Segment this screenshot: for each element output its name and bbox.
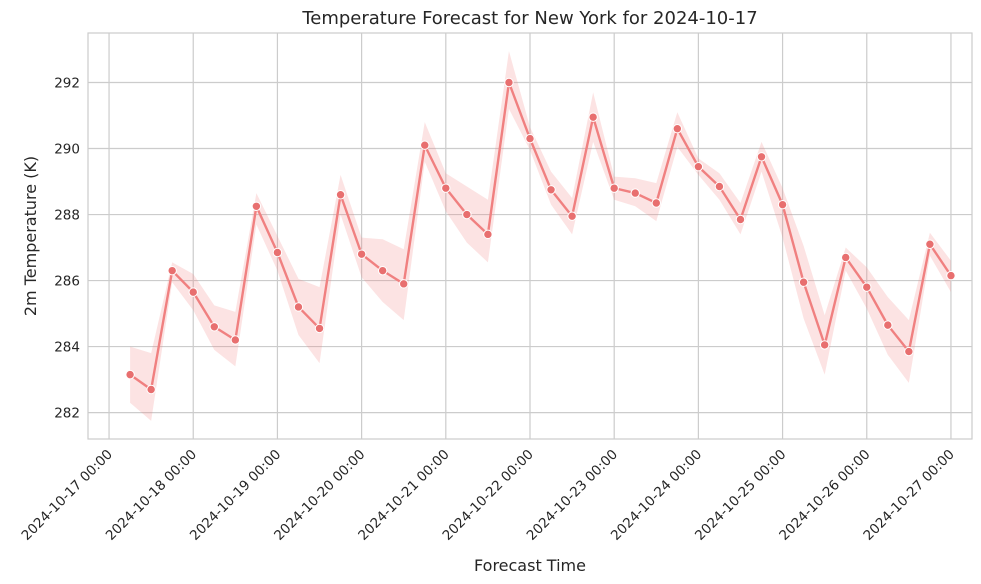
data-point xyxy=(314,323,325,334)
data-point xyxy=(672,124,683,134)
data-point xyxy=(609,183,619,193)
data-point xyxy=(504,77,514,88)
plot-frame xyxy=(87,32,973,440)
data-point xyxy=(230,335,241,345)
data-point xyxy=(335,190,346,200)
data-point xyxy=(841,252,851,263)
data-point xyxy=(420,140,430,150)
grid-lines xyxy=(88,33,972,439)
data-point xyxy=(251,201,262,211)
x-tick-label: 2024-10-25 00:00 xyxy=(692,447,789,544)
data-point xyxy=(146,384,156,395)
data-point xyxy=(377,265,388,276)
data-point xyxy=(209,322,219,332)
data-point xyxy=(167,265,177,276)
x-tick-label: 2024-10-24 00:00 xyxy=(608,447,705,544)
y-tick-label: 282 xyxy=(54,406,80,422)
series-line-layer xyxy=(129,81,952,391)
x-tick-label: 2024-10-23 00:00 xyxy=(524,447,621,544)
data-point xyxy=(693,161,704,172)
x-axis-label: Forecast Time xyxy=(474,556,586,575)
data-point xyxy=(441,183,451,193)
x-tick-label: 2024-10-20 00:00 xyxy=(271,447,368,544)
data-point xyxy=(925,239,935,249)
chart-title: Temperature Forecast for New York for 20… xyxy=(301,8,757,29)
data-point xyxy=(567,211,577,221)
x-tick-label: 2024-10-17 00:00 xyxy=(19,447,116,544)
data-point xyxy=(125,369,135,380)
data-point xyxy=(188,287,198,297)
confidence-band xyxy=(130,51,951,421)
y-tick-labels: 282 284 286 288 290 292 xyxy=(54,76,80,422)
data-point xyxy=(483,229,493,240)
data-point xyxy=(735,214,746,225)
data-point xyxy=(883,320,893,330)
data-points-layer xyxy=(125,77,956,395)
y-tick-label: 284 xyxy=(54,340,80,356)
data-point xyxy=(946,270,956,281)
y-tick-label: 290 xyxy=(54,142,80,158)
data-point xyxy=(462,209,472,220)
data-point xyxy=(756,152,767,162)
data-point xyxy=(356,249,367,259)
data-point xyxy=(293,302,304,312)
x-tick-label: 2024-10-19 00:00 xyxy=(187,447,284,544)
data-point xyxy=(272,247,283,258)
data-point xyxy=(714,181,725,192)
x-tick-label: 2024-10-21 00:00 xyxy=(355,447,452,544)
data-point xyxy=(819,340,830,350)
data-point xyxy=(525,133,535,144)
data-point xyxy=(777,199,788,210)
confidence-band-layer xyxy=(130,51,951,421)
x-tick-label: 2024-10-26 00:00 xyxy=(776,447,873,544)
data-point xyxy=(630,188,640,198)
x-tick-label: 2024-10-22 00:00 xyxy=(439,447,536,544)
y-tick-label: 288 xyxy=(54,208,80,224)
y-axis-label: 2m Temperature (K) xyxy=(21,156,40,316)
y-tick-label: 292 xyxy=(54,76,80,92)
data-point xyxy=(798,277,809,287)
data-point xyxy=(651,198,661,208)
data-point xyxy=(904,346,914,357)
data-point xyxy=(399,279,409,289)
series-line xyxy=(129,81,952,391)
data-point xyxy=(862,282,872,292)
data-point xyxy=(588,112,598,122)
x-tick-label: 2024-10-18 00:00 xyxy=(103,447,200,544)
data-point xyxy=(546,185,556,195)
x-tick-label: 2024-10-27 00:00 xyxy=(860,447,957,544)
y-tick-label: 286 xyxy=(54,274,80,290)
